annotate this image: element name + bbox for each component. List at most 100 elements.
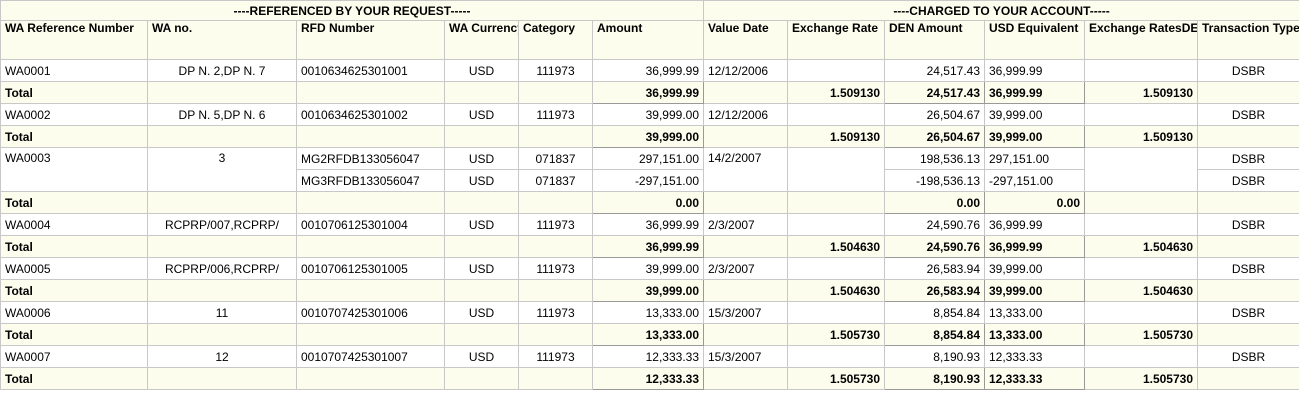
total-exchange-rate: 1.504630 [787,235,885,258]
wa-no-cell: RCPRP/007,RCPRP/ [147,213,297,236]
empty-cell [147,279,297,302]
total-label: Total [0,279,148,302]
total-exchange-rate: 1.509130 [787,125,885,148]
total-exchange-rate: 1.504630 [787,279,885,302]
currency-cell: USD [444,59,519,82]
total-row: Total 36,999.99 1.504630 24,590.76 36,99… [0,235,1299,258]
wa-reference-cell: WA0003 [0,147,148,192]
total-amount: 36,999.99 [592,235,704,258]
amount-cell: 36,999.99 [592,213,704,236]
total-den-amount: 26,583.94 [884,279,985,302]
value-date-cell: 12/12/2006 [703,103,788,126]
table-row: MG3RFDB133056047 USD 071837 -297,151.00 … [1,169,1299,192]
value-date-cell: 15/3/2007 [703,301,788,324]
empty-cell [147,235,297,258]
table-row: WA0003 3 MG2RFDB133056047 USD 071837 297… [0,147,1299,192]
exchange-rate-cell [787,103,885,126]
table-row: WA0004 RCPRP/007,RCPRP/ 0010706125301004… [0,213,1299,236]
total-den-amount: 8,190.93 [884,367,985,390]
empty-cell [1196,125,1299,148]
amount-cell: 39,999.00 [592,103,704,126]
den-amount-cell: 8,854.84 [884,301,985,324]
currency-cell: USD [444,103,519,126]
rfd-number-cell: 0010634625301002 [296,103,445,126]
den-usd-rate-cell [1084,345,1198,368]
den-usd-rate-cell [1084,301,1198,324]
category-cell: 111973 [518,103,593,126]
transaction-type-cell: DSBR [1196,147,1299,170]
value-date-cell: 14/2/2007 [703,147,788,192]
category-cell: 071837 [518,169,593,192]
total-label: Total [0,81,148,104]
total-exchange-rate: 1.509130 [787,81,885,104]
rfd-number-cell: 0010706125301005 [296,257,445,280]
exchange-rate-cell [787,59,885,82]
wa-reference-cell: WA0006 [0,301,148,324]
exchange-rate-cell [787,257,885,280]
col-header-rfd-number: RFD Number [296,20,445,60]
rfd-number-cell: 0010634625301001 [296,59,445,82]
total-amount: 13,333.00 [592,323,704,346]
currency-cell: USD [444,147,519,170]
amount-cell: -297,151.00 [592,169,704,192]
col-header-exchange-rates-den-usd: Exchange RatesDEN/USD [1084,20,1198,60]
total-usd-equivalent: 13,333.00 [984,323,1085,346]
total-row: Total 12,333.33 1.505730 8,190.93 12,333… [0,367,1299,390]
den-amount-cell: 26,583.94 [884,257,985,280]
den-amount-cell: -198,536.13 [884,169,985,192]
rfd-number-cell: 0010706125301004 [296,213,445,236]
den-usd-rate-cell [1084,257,1198,280]
wa-reference-cell: WA0002 [0,103,148,126]
table-row: WA0002 DP N. 5,DP N. 6 0010634625301002 … [0,103,1299,126]
den-amount-cell: 24,590.76 [884,213,985,236]
category-cell: 111973 [518,345,593,368]
table-row: WA0005 RCPRP/006,RCPRP/ 0010706125301005… [0,257,1299,280]
empty-cell [147,81,297,104]
group-header-referenced: ----REFERENCED BY YOUR REQUEST----- [0,0,704,21]
transaction-type-cell: DSBR [1196,213,1299,236]
exchange-rate-cell [787,147,885,192]
wa-reference-cell: WA0001 [0,59,148,82]
transaction-report-table: ----REFERENCED BY YOUR REQUEST----- ----… [0,0,1299,390]
empty-cell [296,279,445,302]
total-exchange-rate: 1.505730 [787,323,885,346]
category-cell: 111973 [518,59,593,82]
total-amount: 39,999.00 [592,279,704,302]
value-date-cell: 12/12/2006 [703,59,788,82]
total-den-usd-rate: 1.504630 [1084,235,1198,258]
col-header-wa-currency: WA Currency [444,20,519,60]
total-row: Total 39,999.00 1.504630 26,583.94 39,99… [0,279,1299,302]
total-den-usd-rate [1084,191,1198,214]
usd-equivalent-cell: -297,151.00 [984,169,1085,192]
col-header-usd-equivalent: USD Equivalent [984,20,1085,60]
value-date-cell: 15/3/2007 [703,345,788,368]
total-den-amount: 0.00 [884,191,985,214]
wa-no-cell: DP N. 2,DP N. 7 [147,59,297,82]
total-exchange-rate: 1.505730 [787,367,885,390]
exchange-rate-cell [787,213,885,236]
total-row: Total 0.00 0.00 0.00 [0,191,1299,214]
total-den-amount: 24,590.76 [884,235,985,258]
currency-cell: USD [444,345,519,368]
empty-cell [1196,279,1299,302]
total-label: Total [0,367,148,390]
empty-cell [703,367,788,390]
empty-cell [518,81,593,104]
currency-cell: USD [444,257,519,280]
total-usd-equivalent: 36,999.99 [984,235,1085,258]
empty-cell [296,125,445,148]
empty-cell [518,191,593,214]
usd-equivalent-cell: 36,999.99 [984,213,1085,236]
total-label: Total [0,125,148,148]
total-den-usd-rate: 1.509130 [1084,125,1198,148]
rfd-number-cell: 0010707425301007 [296,345,445,368]
currency-cell: USD [444,301,519,324]
empty-cell [444,191,519,214]
col-header-exchange-rate: Exchange Rate [787,20,885,60]
den-usd-rate-cell [1084,59,1198,82]
category-cell: 111973 [518,257,593,280]
empty-cell [703,279,788,302]
transaction-type-cell: DSBR [1196,345,1299,368]
total-label: Total [0,323,148,346]
wa-reference-cell: WA0005 [0,257,148,280]
